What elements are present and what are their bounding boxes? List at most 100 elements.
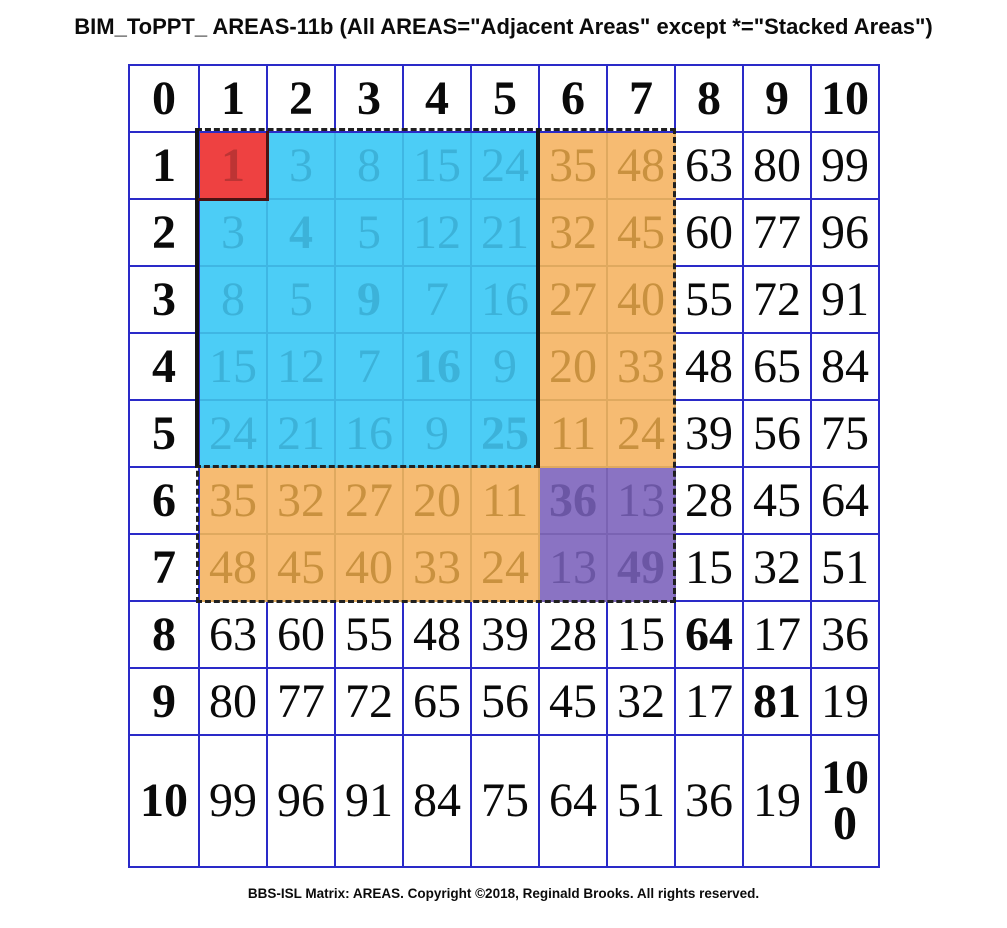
value-cell-adjacent-area-cyan: 5 <box>266 265 336 334</box>
value-cell: 63 <box>198 600 268 669</box>
value-cell-adjacent-area-orange-right: 27 <box>538 265 608 334</box>
header-cell: 7 <box>606 64 676 133</box>
value-cell-adjacent-area-orange-bottom: 20 <box>402 466 472 535</box>
value-cell-adjacent-area-cyan: 15 <box>402 131 472 200</box>
matrix-row-4: 4 15 12 7 16 9 20 33 48 65 84 <box>128 332 880 401</box>
header-cell: 1 <box>128 131 200 200</box>
value-cell: 64 <box>538 734 608 868</box>
value-cell: 32 <box>606 667 676 736</box>
matrix-row-9: 9 80 77 72 65 56 45 32 17 81 19 <box>128 667 880 736</box>
value-cell-stacked-area-purple: 49 <box>606 533 676 602</box>
header-cell: 10 <box>128 734 200 868</box>
matrix-row-8: 8 63 60 55 48 39 28 15 64 17 36 <box>128 600 880 669</box>
value-cell: 72 <box>742 265 812 334</box>
matrix-row-0: 0 1 2 3 4 5 6 7 8 9 10 <box>128 64 880 133</box>
value-cell-adjacent-area-orange-right: 11 <box>538 399 608 468</box>
header-cell: 4 <box>128 332 200 401</box>
value-cell: 80 <box>198 667 268 736</box>
value-cell: 64 <box>674 600 744 669</box>
value-cell: 45 <box>538 667 608 736</box>
value-cell-adjacent-area-cyan: 12 <box>266 332 336 401</box>
value-cell-adjacent-area-cyan: 8 <box>198 265 268 334</box>
value-cell-adjacent-area-cyan: 21 <box>470 198 540 267</box>
value-cell-stacked-area-red: 1 <box>198 131 268 200</box>
header-cell: 9 <box>742 64 812 133</box>
value-cell-adjacent-area-cyan: 9 <box>402 399 472 468</box>
value-cell: 100 <box>810 734 880 868</box>
header-cell: 8 <box>128 600 200 669</box>
header-cell: 8 <box>674 64 744 133</box>
value-cell-adjacent-area-cyan: 16 <box>334 399 404 468</box>
value-cell: 17 <box>742 600 812 669</box>
value-cell: 99 <box>198 734 268 868</box>
header-cell: 0 <box>128 64 200 133</box>
value-cell-adjacent-area-cyan: 7 <box>334 332 404 401</box>
header-cell: 1 <box>198 64 268 133</box>
value-cell-adjacent-area-cyan: 4 <box>266 198 336 267</box>
copyright-caption: BBS-ISL Matrix: AREAS. Copyright ©2018, … <box>247 886 760 901</box>
value-cell: 56 <box>470 667 540 736</box>
matrix-row-6: 6 35 32 27 20 11 36 13 28 45 64 <box>128 466 880 535</box>
matrix-row-1: 1 1 3 8 15 24 35 48 63 80 99 <box>128 131 880 200</box>
value-cell: 17 <box>674 667 744 736</box>
value-cell: 39 <box>470 600 540 669</box>
header-cell: 6 <box>538 64 608 133</box>
value-cell: 60 <box>266 600 336 669</box>
value-cell-adjacent-area-cyan: 21 <box>266 399 336 468</box>
value-cell: 56 <box>742 399 812 468</box>
value-cell: 55 <box>334 600 404 669</box>
value-cell-adjacent-area-orange-bottom: 11 <box>470 466 540 535</box>
value-cell-adjacent-area-cyan: 3 <box>198 198 268 267</box>
value-cell: 15 <box>674 533 744 602</box>
value-cell-adjacent-area-orange-bottom: 24 <box>470 533 540 602</box>
value-cell: 91 <box>334 734 404 868</box>
value-cell-adjacent-area-cyan: 24 <box>198 399 268 468</box>
value-cell-adjacent-area-cyan: 9 <box>470 332 540 401</box>
value-cell: 28 <box>538 600 608 669</box>
value-cell: 72 <box>334 667 404 736</box>
value-cell-adjacent-area-orange-bottom: 33 <box>402 533 472 602</box>
value-cell: 45 <box>742 466 812 535</box>
value-cell: 96 <box>266 734 336 868</box>
value-cell-adjacent-area-cyan: 8 <box>334 131 404 200</box>
header-cell: 5 <box>128 399 200 468</box>
value-cell: 36 <box>674 734 744 868</box>
value-cell: 19 <box>810 667 880 736</box>
value-cell-adjacent-area-orange-bottom: 40 <box>334 533 404 602</box>
value-cell: 81 <box>742 667 812 736</box>
value-cell-adjacent-area-orange-right: 33 <box>606 332 676 401</box>
value-cell-adjacent-area-orange-right: 48 <box>606 131 676 200</box>
value-cell-adjacent-area-orange-bottom: 48 <box>198 533 268 602</box>
value-cell: 64 <box>810 466 880 535</box>
value-cell-adjacent-area-orange-right: 45 <box>606 198 676 267</box>
matrix-row-7: 7 48 45 40 33 24 13 49 15 32 51 <box>128 533 880 602</box>
value-cell-adjacent-area-cyan: 15 <box>198 332 268 401</box>
header-cell: 3 <box>334 64 404 133</box>
value-cell-adjacent-area-orange-bottom: 35 <box>198 466 268 535</box>
value-cell: 48 <box>674 332 744 401</box>
value-cell: 28 <box>674 466 744 535</box>
value-cell-adjacent-area-orange-bottom: 32 <box>266 466 336 535</box>
header-cell: 6 <box>128 466 200 535</box>
value-cell-adjacent-area-cyan: 25 <box>470 399 540 468</box>
header-cell: 7 <box>128 533 200 602</box>
header-cell: 2 <box>128 198 200 267</box>
value-cell-stacked-area-purple: 36 <box>538 466 608 535</box>
value-cell: 65 <box>742 332 812 401</box>
matrix-table: 0 1 2 3 4 5 6 7 8 9 10 1 1 3 8 15 24 35 48 63 80 99 2 3 4 5 12 21 32… <box>128 64 880 868</box>
matrix-row-10: 10 99 96 91 84 75 64 51 36 19 100 <box>128 734 880 868</box>
value-cell: 91 <box>810 265 880 334</box>
matrix-row-2: 2 3 4 5 12 21 32 45 60 77 96 <box>128 198 880 267</box>
value-cell: 55 <box>674 265 744 334</box>
value-cell-stacked-area-purple: 13 <box>538 533 608 602</box>
header-cell: 9 <box>128 667 200 736</box>
header-cell: 5 <box>470 64 540 133</box>
matrix-row-3: 3 8 5 9 7 16 27 40 55 72 91 <box>128 265 880 334</box>
value-cell: 60 <box>674 198 744 267</box>
value-cell: 51 <box>606 734 676 868</box>
value-cell: 77 <box>742 198 812 267</box>
page-title: BIM_ToPPT_ AREAS-11b (All AREAS="Adjacen… <box>74 14 933 39</box>
value-cell-adjacent-area-orange-right: 35 <box>538 131 608 200</box>
value-cell-adjacent-area-orange-right: 32 <box>538 198 608 267</box>
